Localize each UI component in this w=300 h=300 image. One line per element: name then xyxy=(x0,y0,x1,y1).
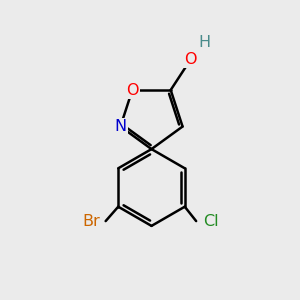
Text: O: O xyxy=(126,82,139,98)
Text: O: O xyxy=(184,52,196,67)
Text: Cl: Cl xyxy=(203,214,218,229)
Text: H: H xyxy=(199,35,211,50)
Text: N: N xyxy=(114,119,127,134)
Text: Br: Br xyxy=(82,214,100,229)
